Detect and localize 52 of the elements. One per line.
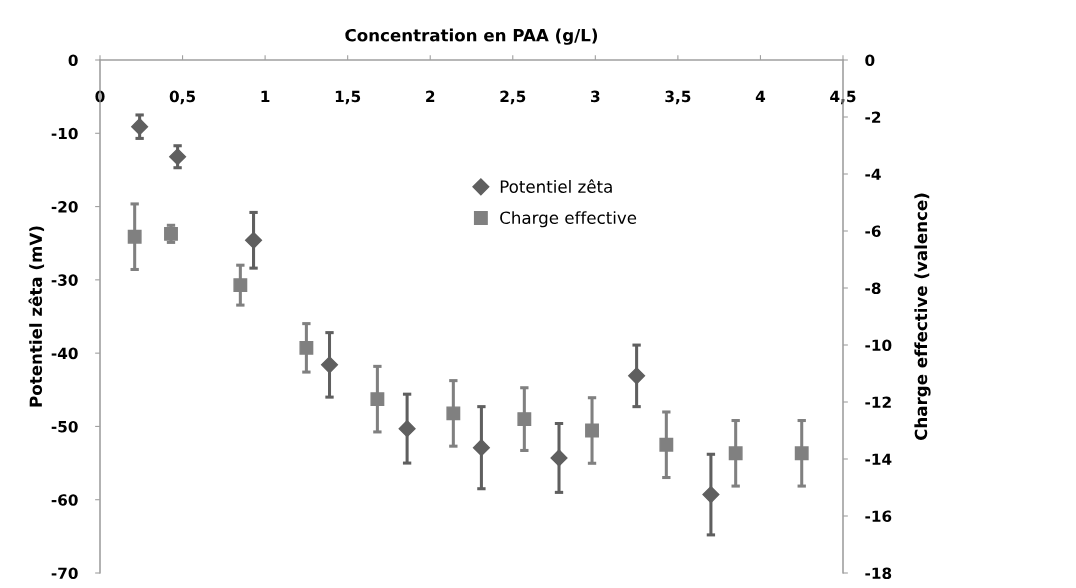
y-axis-title: Potentiel zêta (mV) — [28, 226, 45, 407]
y2-tick-label: -18 — [865, 567, 892, 580]
point — [233, 278, 248, 293]
y2-axis-title: Charge effective (valence) — [914, 193, 931, 440]
point — [127, 229, 142, 244]
x-tick-label: 1,5 — [335, 90, 361, 105]
y-tick-label: -40 — [51, 347, 78, 360]
x-tick-label: 2,5 — [500, 90, 526, 105]
y2-tick-label: -14 — [865, 453, 892, 465]
y2-tick-label: -8 — [865, 282, 881, 295]
point — [169, 148, 187, 166]
y2-tick-label: -16 — [865, 510, 892, 523]
y-tick-label: -20 — [51, 201, 78, 213]
legend-label: Charge effective — [500, 211, 637, 228]
x-tick-label: 1 — [261, 90, 270, 102]
point — [472, 439, 490, 457]
x-axis-title: Concentration en PAA (g/L) — [345, 28, 598, 45]
x-tick-label: 4,5 — [830, 90, 856, 105]
x-tick-label: 0,5 — [169, 90, 196, 105]
point — [517, 412, 532, 427]
y-tick-label: 0 — [68, 54, 78, 67]
point — [299, 340, 314, 355]
y2-tick-label: -12 — [865, 396, 891, 408]
point — [628, 367, 646, 385]
y2-tick-label: -10 — [865, 339, 892, 352]
x-tick-label: 3,5 — [665, 90, 691, 105]
legend-label: Potentiel zêta — [500, 179, 612, 193]
point — [370, 392, 385, 407]
point — [728, 446, 743, 461]
y-tick-label: -60 — [51, 494, 78, 506]
x-tick-label: 3 — [591, 90, 600, 103]
point — [585, 423, 599, 438]
point — [245, 231, 263, 249]
y2-tick-label: 0 — [865, 54, 875, 67]
point — [794, 446, 809, 461]
y2-tick-label: -4 — [865, 168, 881, 180]
y-tick-label: -10 — [51, 127, 78, 140]
y2-tick-label: -6 — [865, 225, 881, 238]
point — [398, 420, 416, 438]
y-tick-label: -50 — [51, 420, 78, 433]
point — [320, 356, 339, 374]
y2-tick-label: -2 — [865, 111, 881, 123]
point — [702, 486, 720, 504]
point — [659, 437, 674, 452]
x-tick-label: 0 — [95, 90, 105, 103]
point — [131, 118, 149, 136]
point — [446, 406, 461, 421]
y-tick-label: -30 — [51, 274, 78, 286]
x-tick-label: 2 — [426, 90, 435, 102]
y-tick-label: -70 — [51, 567, 78, 580]
point — [550, 449, 568, 467]
x-tick-label: 4 — [755, 90, 766, 102]
